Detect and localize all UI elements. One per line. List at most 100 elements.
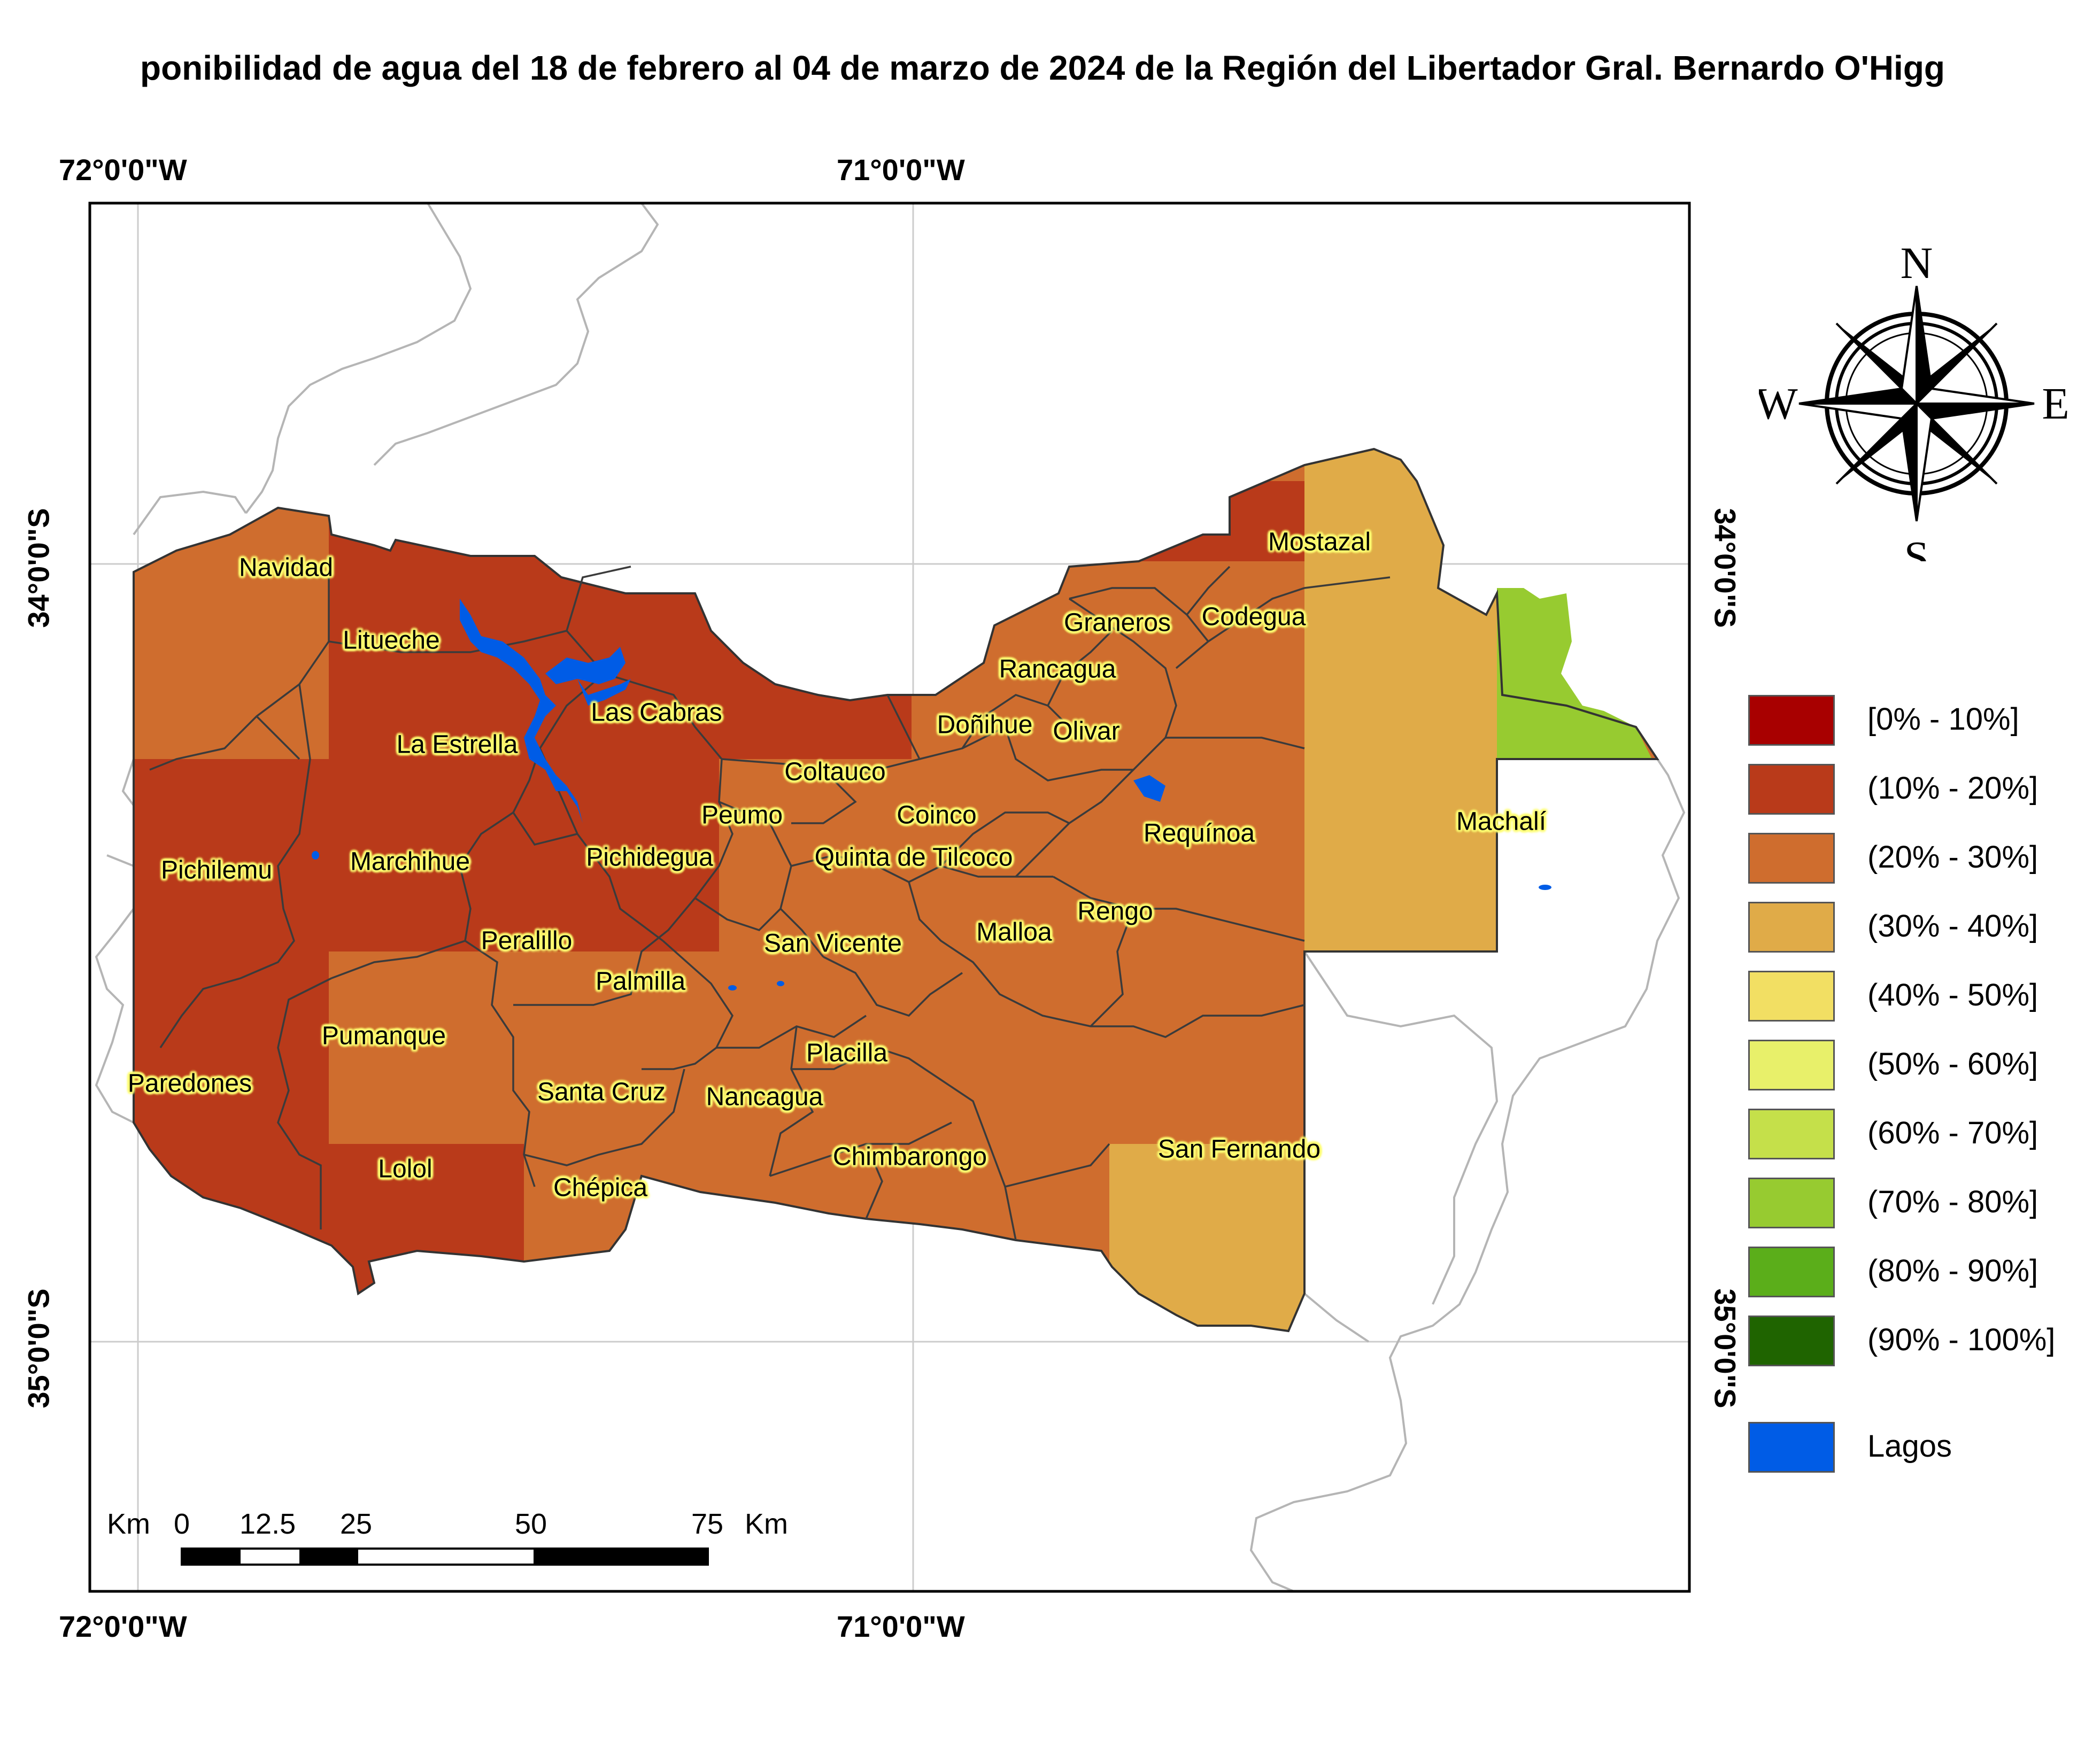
legend-swatch [1748,1178,1835,1228]
legend-item: (70% - 80%] [1748,1178,2069,1228]
class-70-80 [1497,588,1652,759]
lakes [312,599,1551,991]
legend-label: (30% - 40%] [1867,909,2038,943]
legend-swatch [1748,764,1835,815]
legend-label: (50% - 60%] [1867,1047,2038,1081]
place-label: Codegua [1201,602,1306,631]
place-label: Coltauco [784,757,886,786]
place-label: Santa Cruz [537,1078,666,1107]
lake-rapel [460,599,583,823]
place-label: Mostazal [1268,528,1371,556]
legend-item: (30% - 40%] [1748,902,2069,953]
compass-south: S [1904,532,1929,561]
place-label: Pichidegua [586,843,713,872]
place-label: Paredones [127,1069,252,1098]
legend-label: Lagos [1867,1429,1952,1464]
scale-tick-label: 25 [340,1508,373,1540]
legend-label: (20% - 30%] [1867,840,2038,875]
legend-label: [0% - 10%] [1867,702,2019,737]
legend-label: (90% - 100%] [1867,1322,2056,1357]
place-label: Coinco [897,801,977,830]
place-label: Pichilemu [160,856,273,885]
place-label: Pumanque [321,1022,446,1050]
legend-item: Lagos [1748,1422,2069,1473]
legend-item: (10% - 20%] [1748,764,2069,815]
place-label: Rengo [1077,897,1153,926]
lon-label-top-left: 72°0'0"W [59,153,187,187]
class-20-30 [134,556,329,759]
legend-label: (80% - 90%] [1867,1254,2038,1288]
legend-label: (40% - 50%] [1867,978,2038,1012]
place-label: Requínoa [1143,819,1255,848]
legend-swatch [1748,695,1835,746]
scale-unit-right: Km [745,1508,788,1540]
place-label: Palmilla [595,967,686,996]
compass-west: W [1759,379,1798,429]
neighbor-boundary [1303,1293,1370,1343]
legend-item: (60% - 70%] [1748,1109,2069,1159]
lake-small [312,851,319,860]
place-label: Chépica [553,1173,648,1202]
neighbor-boundary [1249,726,1686,1591]
scale-tick-label: 12.5 [240,1508,296,1540]
place-label: Malloa [976,918,1052,947]
map-title: ponibilidad de agua del 18 de febrero al… [140,49,1945,87]
neighbor-boundary [245,203,472,514]
commune-boundaries [149,556,1391,1241]
place-label: Placilla [806,1039,888,1067]
legend-label: (60% - 70%] [1867,1116,2038,1150]
place-label: Chimbarongo [832,1142,987,1171]
place-label: Marchihue [350,847,470,876]
neighbor-boundary [373,203,659,466]
coastline [95,908,135,1124]
map-frame [88,202,1691,1593]
compass-east: E [2042,379,2069,429]
place-label: Graneros [1063,608,1171,637]
legend-label: (70% - 80%] [1867,1185,2038,1219]
scale-tick-label: 0 [174,1508,190,1540]
place-label: Peralillo [481,926,573,955]
place-label: Doñihue [937,710,1033,739]
legend-item: [0% - 10%] [1748,695,2069,746]
legend-label: (10% - 20%] [1867,771,2038,806]
place-label: Navidad [238,553,334,582]
scale-tick-label: 75 [691,1508,724,1540]
neighbor-boundary [1303,950,1499,1305]
legend-swatch [1748,1247,1835,1297]
place-label: Quinta de Tilcoco [814,843,1013,872]
class-20-30 [329,951,524,1144]
place-label: Rancagua [999,655,1116,684]
north-arrow: N S E W [1759,246,2069,561]
place-label: Olivar [1053,717,1120,746]
lon-label-bottom-right: 71°0'0"W [837,1610,965,1643]
place-label: Nancagua [706,1082,823,1111]
compass-north: N [1901,246,1933,288]
place-label: San Vicente [764,929,902,958]
lake-small [777,981,784,986]
legend-swatch [1748,1422,1835,1473]
legend-item: (90% - 100%] [1748,1316,2069,1366]
scale-bar-graphic [181,1548,709,1566]
lake-small [1539,885,1551,890]
lake-rapel-arm [577,679,631,706]
place-label: La Estrella [396,730,518,759]
legend-swatch [1748,1040,1835,1090]
place-label: Machalí [1456,807,1547,836]
legend-item: (50% - 60%] [1748,1040,2069,1090]
legend-swatch [1748,1316,1835,1366]
place-label: Las Cabras [591,698,722,727]
legend-swatch [1748,902,1835,953]
legend-swatch [1748,1109,1835,1159]
legend-swatch [1748,971,1835,1022]
legend-item: (80% - 90%] [1748,1247,2069,1297]
scale-unit-left: Km [107,1508,150,1540]
lake-small [1133,775,1165,802]
lake-rapel-arm [545,647,626,684]
place-label: Peumo [701,801,783,830]
scale-tick-label: 50 [515,1508,547,1540]
place-label: Lolol [378,1155,433,1183]
lake-small [728,985,737,991]
lon-label-bottom-left: 72°0'0"W [59,1610,187,1643]
place-label: Litueche [343,626,440,655]
